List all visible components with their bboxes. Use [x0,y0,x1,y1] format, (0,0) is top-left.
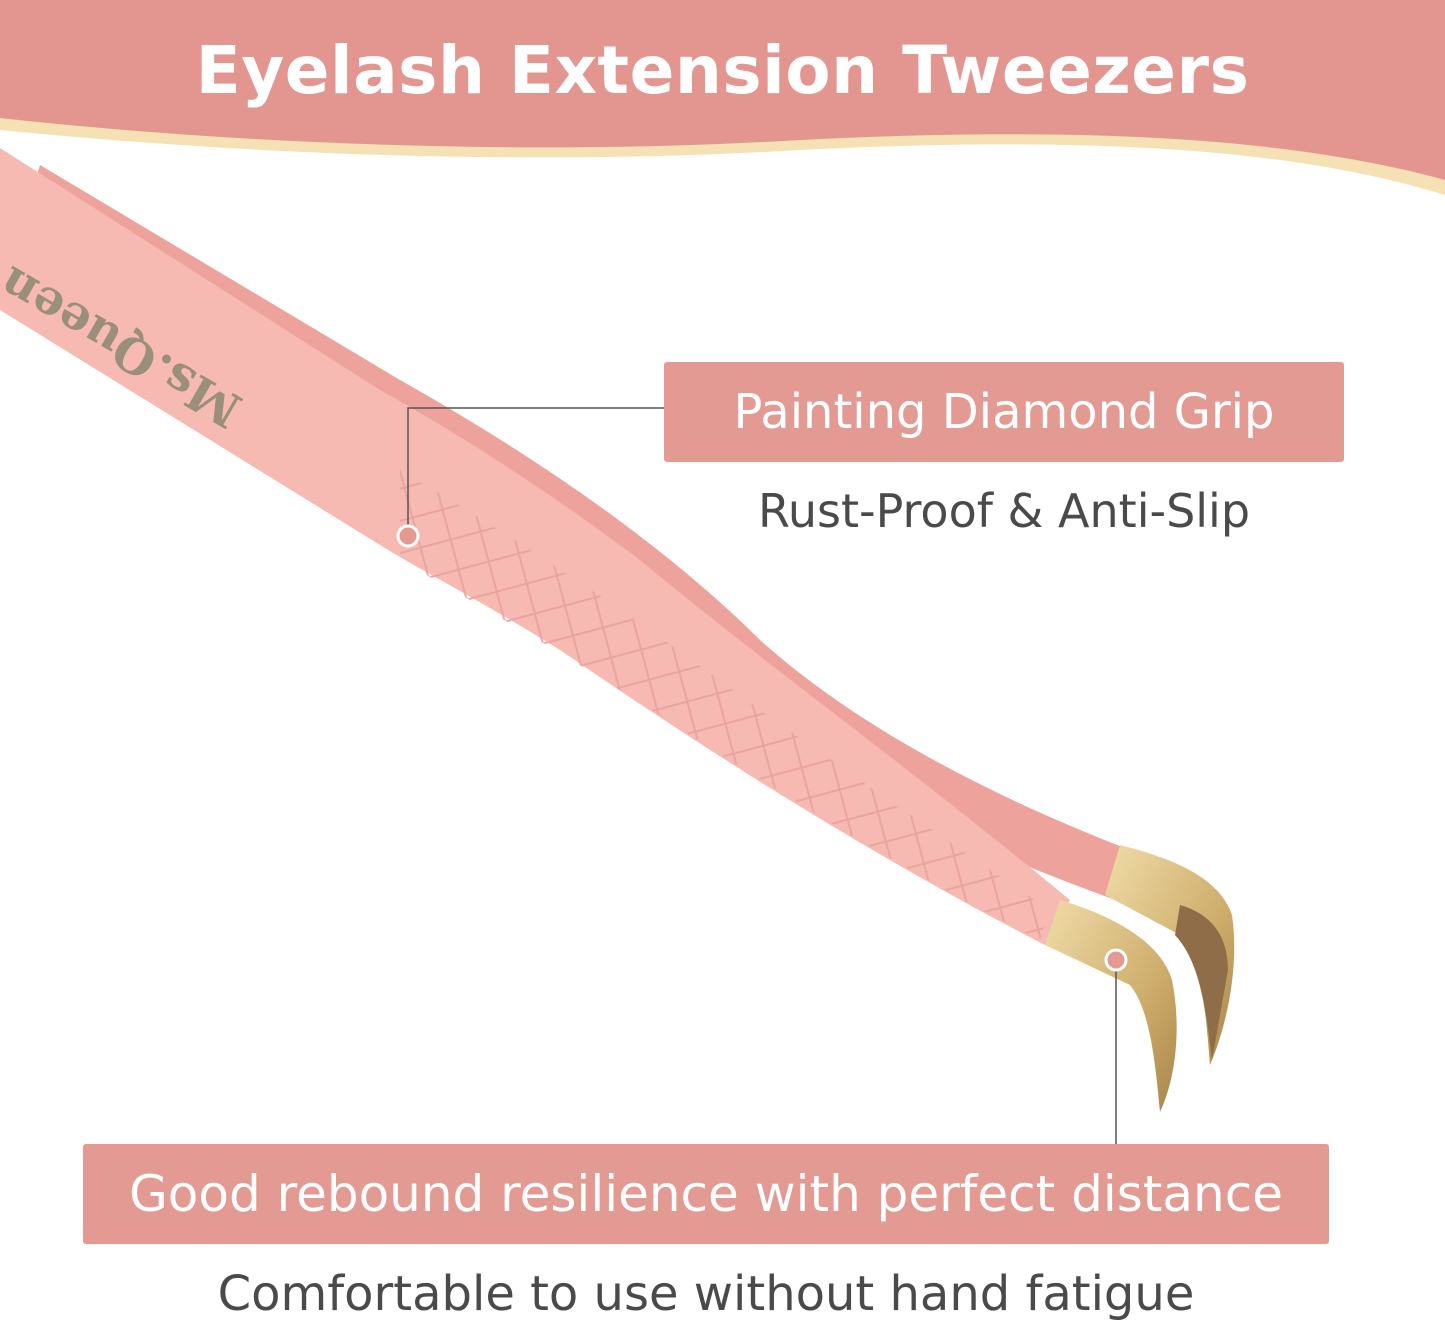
callout-dot [1104,948,1128,972]
callout-leader-line [407,407,664,536]
callout-label-rebound: Good rebound resilience with perfect dis… [83,1144,1329,1244]
callout-label-grip: Painting Diamond Grip [664,362,1344,462]
callout-description-grip: Rust-Proof & Anti-Slip [757,484,1251,538]
callout-description-rebound: Comfortable to use without hand fatigue [217,1266,1195,1322]
page-title: Eyelash Extension Tweezers [195,32,1250,109]
callout-dot [396,524,420,548]
